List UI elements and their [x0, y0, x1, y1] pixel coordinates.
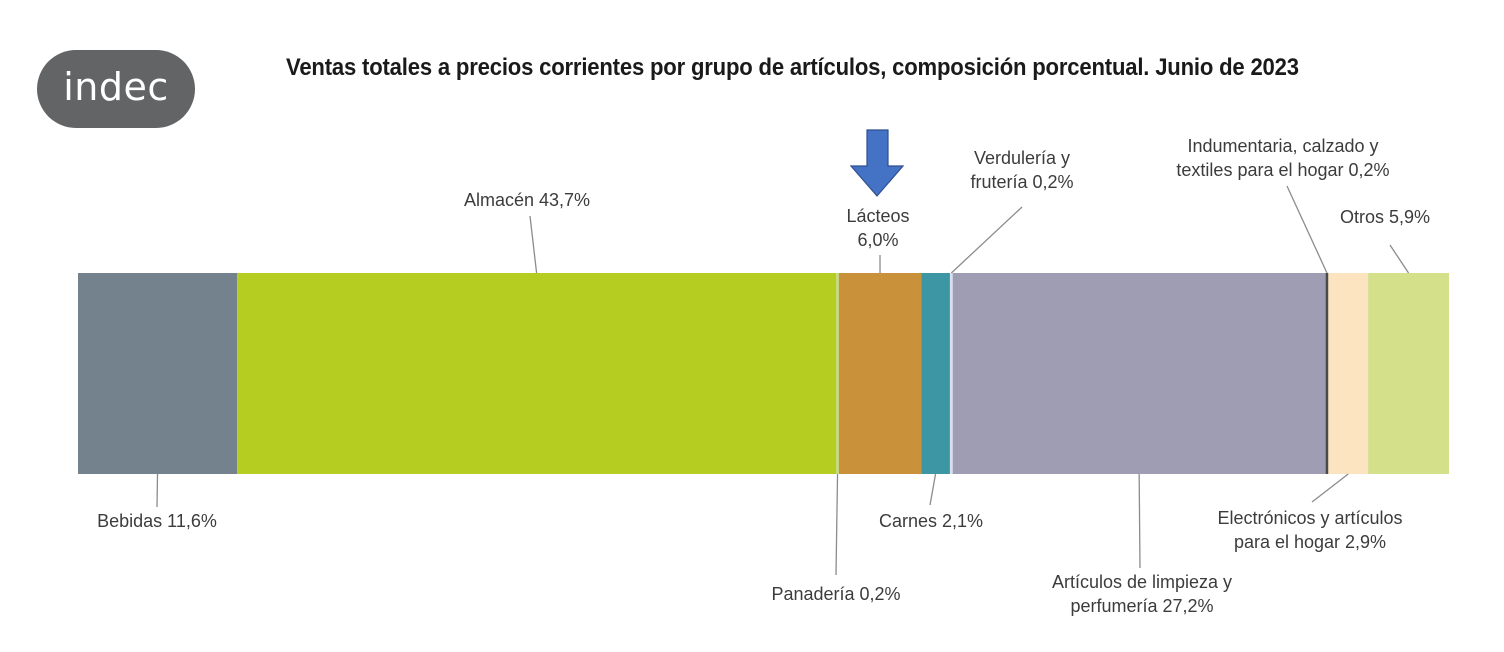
- leader-line-verduleria-y-fruteria: [950, 206, 1023, 274]
- logo-text: indec: [63, 65, 169, 109]
- label-almacen: Almacén 43,7%: [464, 190, 590, 210]
- leader-line-indumentaria-calzado-y-textiles-para-el-hogar: [1286, 185, 1328, 274]
- bar-segment-carnes: [921, 273, 950, 474]
- label-indumentaria-calzado-y-textiles-para-el-hogar: Indumentaria, calzado y textiles para el …: [1176, 136, 1389, 180]
- bar-segment-otros: [1368, 273, 1449, 474]
- highlight-arrow-icon: [849, 129, 905, 197]
- chart-title: Ventas totales a precios corrientes por …: [286, 54, 1299, 81]
- leader-line-articulos-de-limpieza-y-perfumeria: [1138, 473, 1141, 569]
- leader-line-electronicos-y-articulos-para-el-hogar: [1311, 473, 1349, 503]
- bar-segment-almacen: [237, 273, 837, 474]
- bar-segment-lacteos: [838, 273, 922, 474]
- bar-segment-verduleria-y-fruteria: [949, 273, 953, 474]
- label-electronicos-y-articulos-para-el-hogar: Electrónicos y artículos para el hogar 2,…: [1217, 508, 1402, 552]
- label-panaderia: Panadería 0,2%: [771, 584, 900, 604]
- leader-line-bebidas: [156, 473, 159, 508]
- label-bebidas: Bebidas 11,6%: [97, 511, 217, 531]
- bar-segment-indumentaria-calzado-y-textiles-para-el-hogar: [1325, 273, 1329, 474]
- bar-segment-articulos-de-limpieza-y-perfumeria: [952, 273, 1326, 474]
- bar-segment-panaderia: [836, 273, 839, 474]
- label-verduleria-y-fruteria: Verdulería y frutería 0,2%: [970, 148, 1073, 192]
- leader-line-panaderia: [835, 473, 839, 576]
- indec-logo: indec: [37, 50, 195, 128]
- label-carnes: Carnes 2,1%: [879, 511, 983, 531]
- label-otros: Otros 5,9%: [1340, 207, 1430, 227]
- leader-line-almacen: [529, 215, 538, 274]
- leader-line-otros: [1389, 244, 1410, 274]
- label-articulos-de-limpieza-y-perfumeria: Artículos de limpieza y perfumería 27,2%: [1052, 572, 1232, 616]
- leader-line-carnes: [929, 473, 937, 506]
- leader-lines: [156, 185, 1410, 576]
- label-lacteos: Lácteos 6,0%: [846, 206, 909, 250]
- bar-segment-bebidas: [78, 273, 238, 474]
- bar-segments: [78, 273, 1449, 474]
- segment-labels: Bebidas 11,6% Almacén 43,7% Panadería 0,2%…: [97, 136, 1430, 616]
- bar-segment-electronicos-y-articulos-para-el-hogar: [1328, 273, 1369, 474]
